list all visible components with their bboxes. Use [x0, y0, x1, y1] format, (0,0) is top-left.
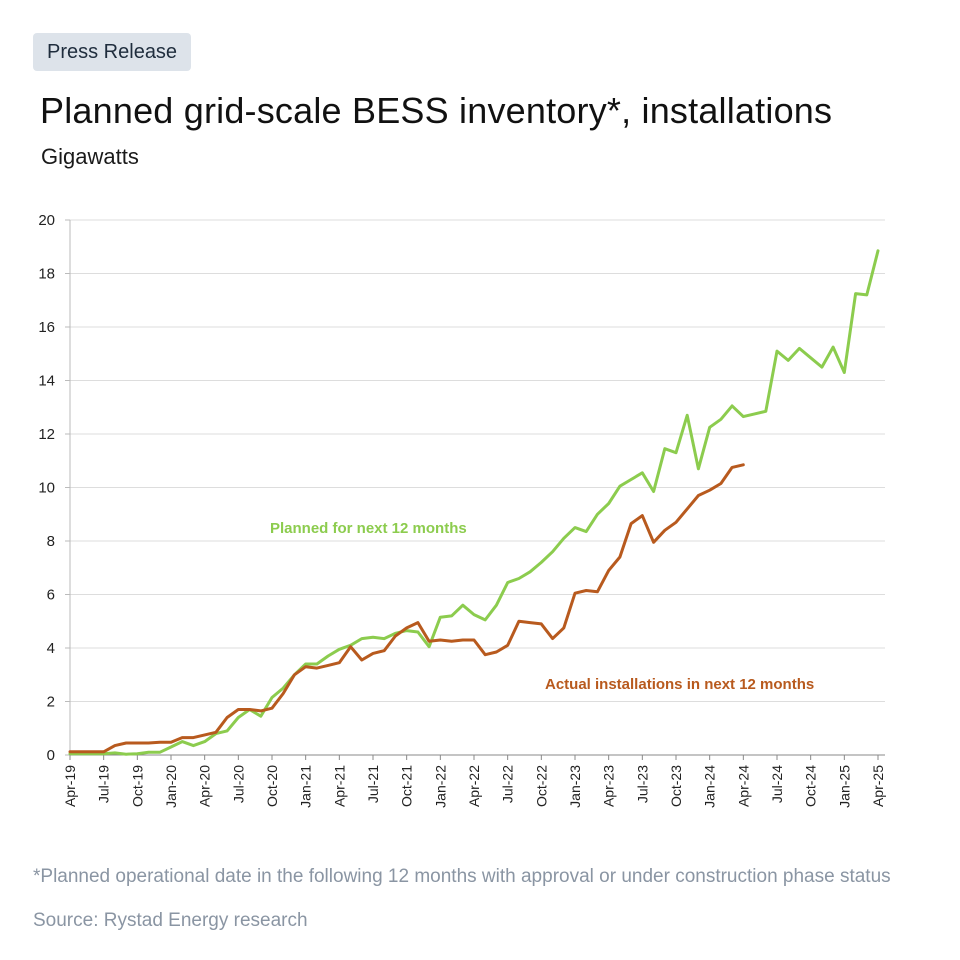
y-tick-label: 10 — [38, 480, 55, 497]
y-tick-label: 12 — [38, 426, 55, 443]
x-tick-label: Jul-22 — [500, 765, 516, 803]
x-tick-label: Apr-19 — [62, 765, 78, 807]
x-tick-label: Apr-21 — [331, 765, 347, 807]
press-release-badge: Press Release — [33, 33, 192, 71]
planned-series-line — [68, 249, 880, 756]
x-tick-label: Oct-21 — [399, 765, 415, 807]
x-tick-label: Jul-20 — [230, 765, 246, 803]
x-tick-label: Oct-19 — [129, 765, 145, 807]
chart-title: Planned grid-scale BESS inventory*, inst… — [40, 90, 833, 131]
actual-series-line — [68, 463, 745, 754]
y-tick-label: 14 — [38, 373, 55, 390]
x-tick-label: Jan-25 — [836, 765, 852, 808]
x-tick-label: Jan-20 — [163, 765, 179, 808]
y-tick-label: 8 — [47, 533, 55, 550]
y-tick-label: 0 — [47, 747, 55, 764]
y-tick-label: 18 — [38, 266, 55, 283]
x-tick-label: Apr-22 — [466, 765, 482, 807]
actual-series-label: Actual installations in next 12 months — [545, 676, 814, 693]
x-tick-label: Apr-24 — [735, 765, 751, 807]
x-tick-label: Jan-24 — [702, 765, 718, 808]
y-tick-label: 20 — [38, 212, 55, 229]
x-tick-label: Jul-19 — [96, 765, 112, 803]
x-tick-label: Jul-24 — [769, 765, 785, 803]
grid-lines — [70, 219, 885, 756]
series-lines — [68, 249, 880, 756]
source-note: Source: Rystad Energy research — [33, 910, 308, 931]
y-tick-label: 16 — [38, 319, 55, 336]
x-tick-label: Apr-20 — [197, 765, 213, 807]
chart-subtitle: Gigawatts — [41, 144, 139, 169]
x-tick-label: Oct-24 — [803, 765, 819, 807]
x-tick-label: Jul-23 — [634, 765, 650, 803]
x-tick-label: Oct-22 — [533, 765, 549, 807]
y-tick-label: 4 — [47, 640, 55, 657]
x-tick-label: Oct-20 — [264, 765, 280, 807]
y-tick-label: 6 — [47, 587, 55, 604]
x-tick-label: Jul-21 — [365, 765, 381, 803]
y-tick-label: 2 — [47, 694, 55, 711]
series-annotations: Planned for next 12 months Actual install… — [270, 520, 814, 693]
axes: 0 2 4 6 8 10 12 14 16 18 20 Apr-19 Jul-19 Oct-19 Jan-2… — [38, 212, 886, 808]
x-tick-label: Apr-25 — [870, 765, 886, 807]
x-tick-label: Jan-23 — [567, 765, 583, 808]
x-tick-label: Oct-23 — [668, 765, 684, 807]
planned-series-label: Planned for next 12 months — [270, 520, 467, 537]
footnote: *Planned operational date in the followi… — [33, 866, 891, 887]
line-chart: 0 2 4 6 8 10 12 14 16 18 20 Apr-19 Jul-19 Oct-19 Jan-2… — [38, 212, 886, 808]
x-tick-label: Jan-21 — [298, 765, 314, 808]
x-tick-label: Apr-23 — [601, 765, 617, 807]
x-tick-label: Jan-22 — [432, 765, 448, 808]
